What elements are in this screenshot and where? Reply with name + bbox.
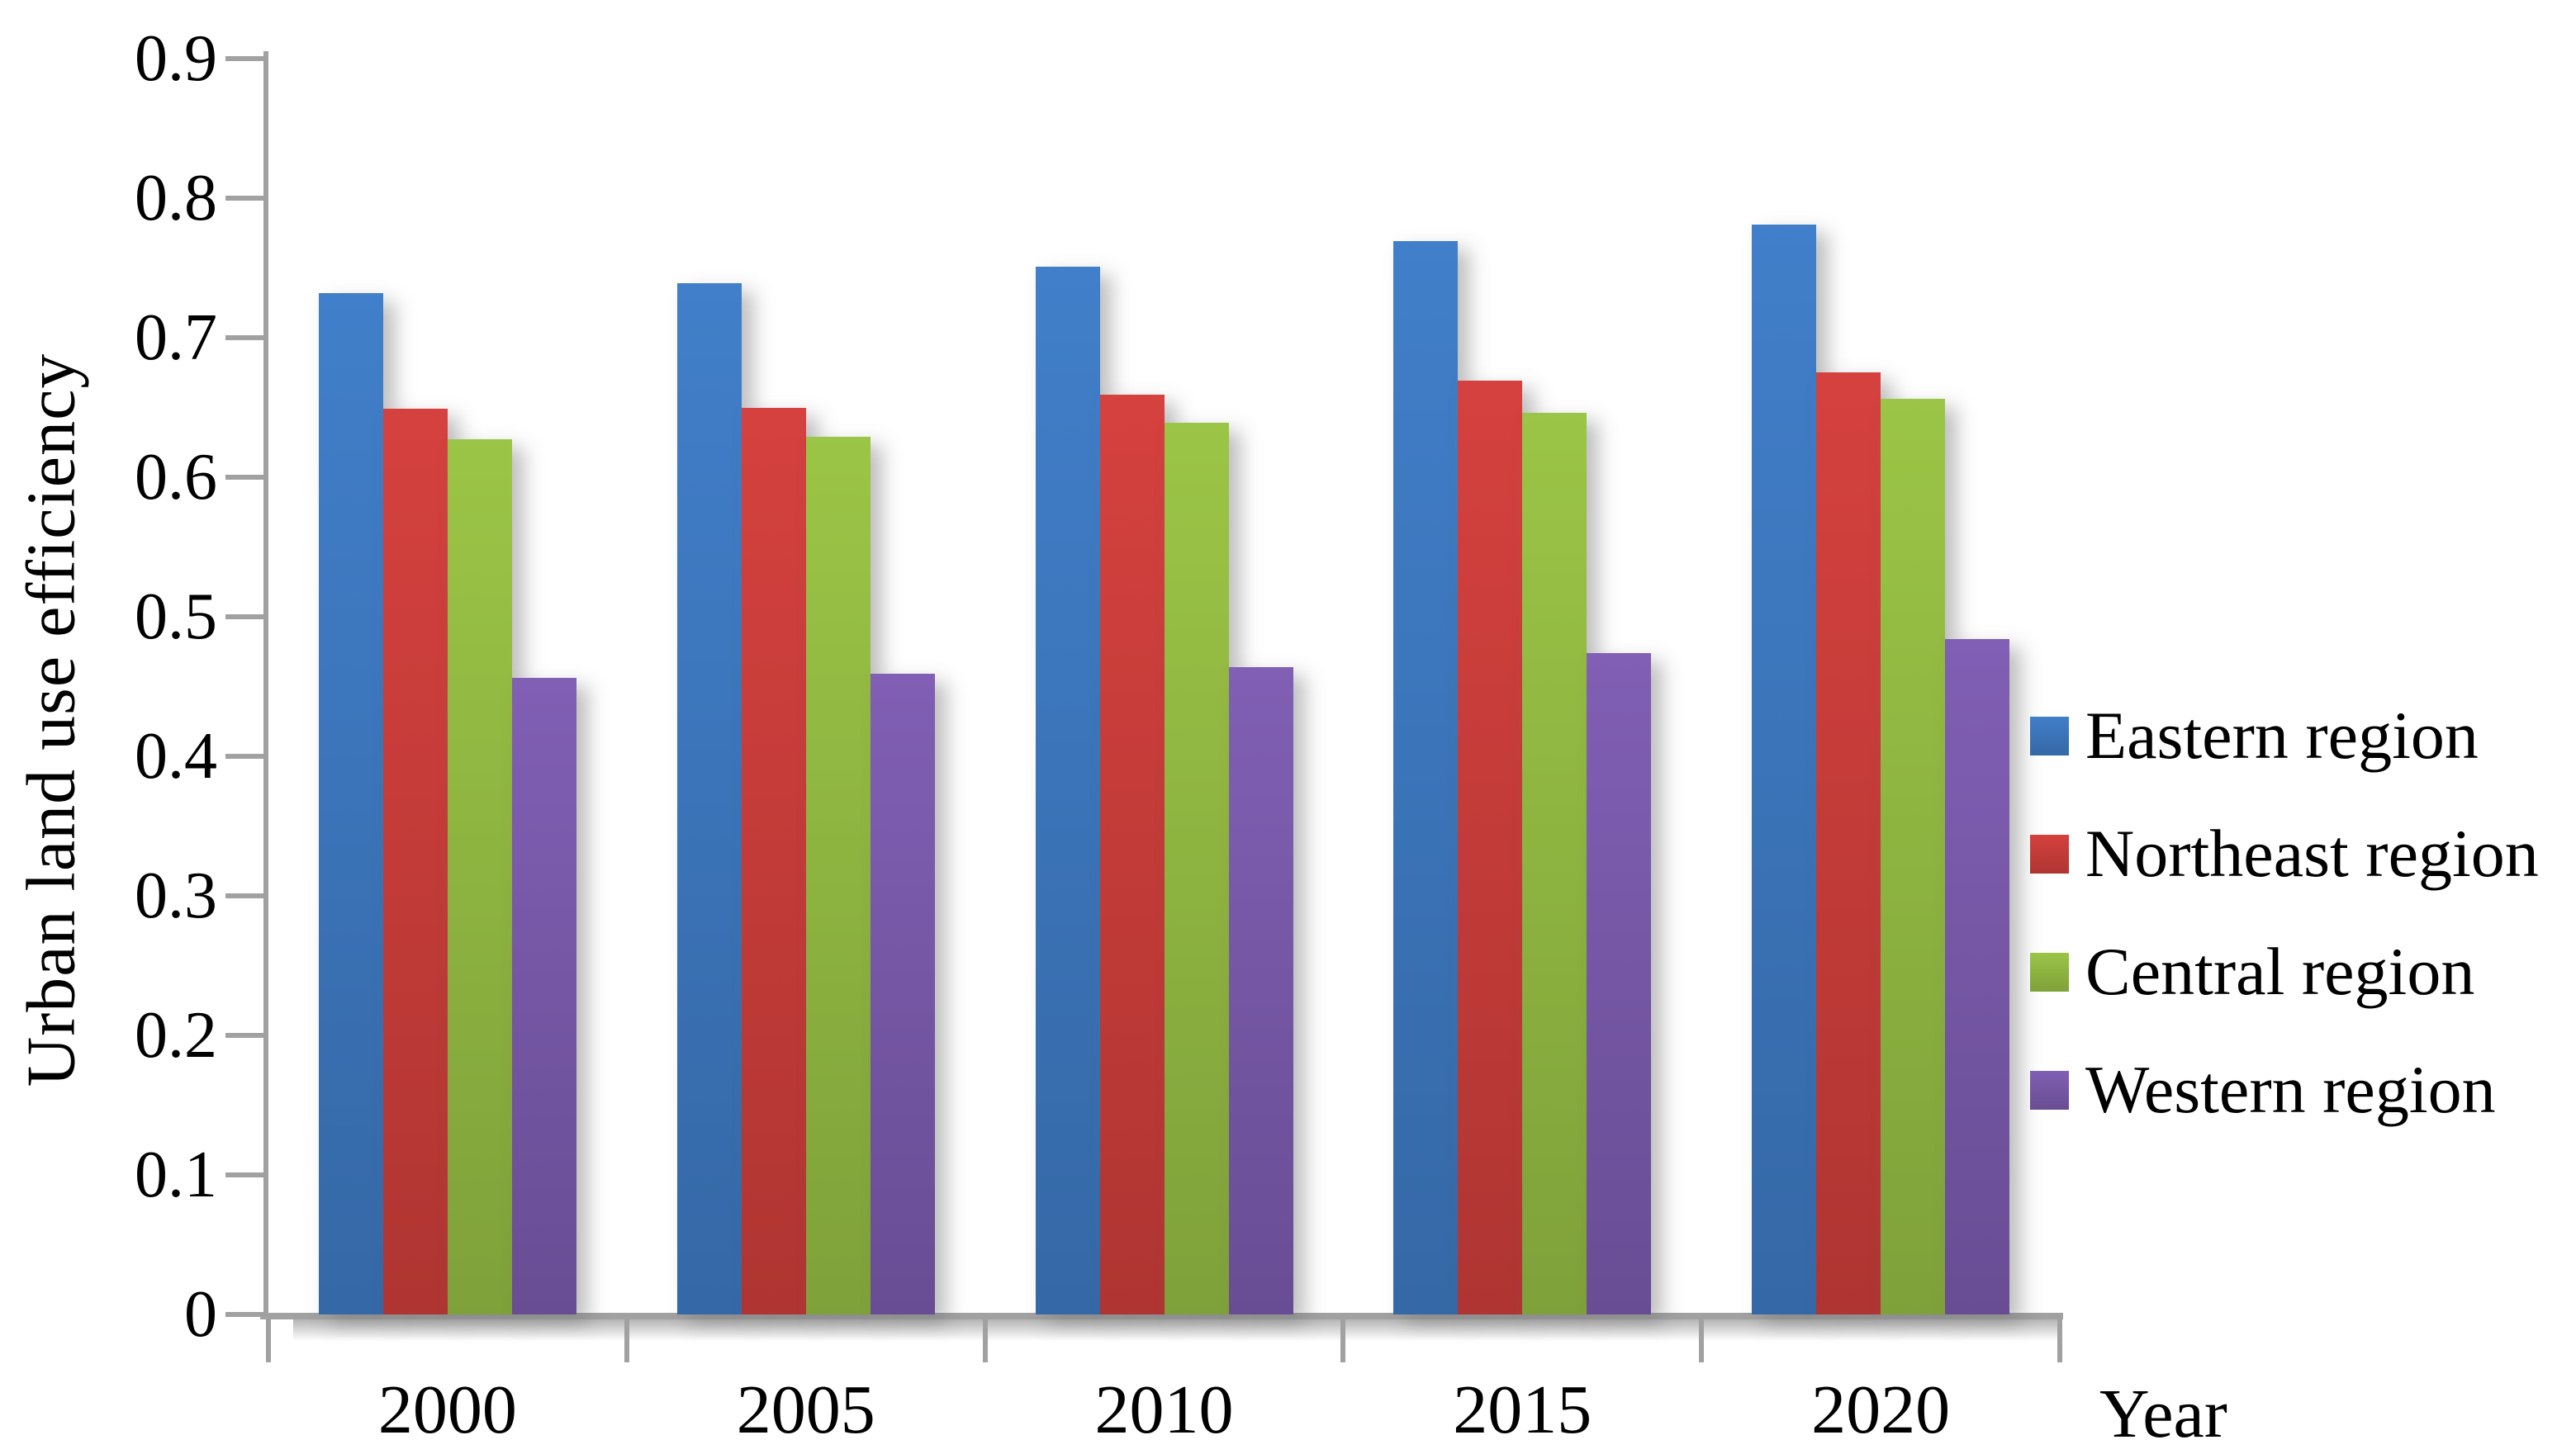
x-tick-label: 2010 xyxy=(1094,1371,1234,1448)
bar-northeast-region-2010 xyxy=(1099,395,1165,1314)
y-tick-label: 0.5 xyxy=(135,580,217,653)
legend-item: Western region xyxy=(2030,1052,2539,1128)
bar-central-region-2005 xyxy=(805,436,871,1314)
legend-swatch-icon xyxy=(2030,952,2069,992)
x-tick xyxy=(2057,1314,2062,1362)
y-tick xyxy=(225,893,268,898)
bar-eastern-region-2020 xyxy=(1752,225,1817,1314)
y-tick-label: 0.8 xyxy=(135,162,217,234)
y-tick xyxy=(225,1312,268,1317)
legend-swatch-icon xyxy=(2030,716,2069,755)
y-tick xyxy=(225,335,268,340)
bar-western-region-2005 xyxy=(870,674,935,1314)
y-tick-label: 0.3 xyxy=(135,860,217,932)
bar-eastern-region-2015 xyxy=(1393,241,1459,1314)
y-tick-label: 0.1 xyxy=(135,1139,217,1211)
bar-northeast-region-2000 xyxy=(382,409,448,1314)
legend-swatch-icon xyxy=(2030,1070,2069,1110)
y-tick-label: 0.9 xyxy=(135,22,217,95)
x-axis-title: Year xyxy=(2099,1376,2227,1452)
x-tick xyxy=(624,1314,629,1362)
bar-northeast-region-2015 xyxy=(1458,381,1523,1314)
x-axis-line xyxy=(260,1313,2063,1319)
bar-eastern-region-2010 xyxy=(1035,266,1100,1314)
x-tick xyxy=(1699,1314,1705,1362)
legend-label: Eastern region xyxy=(2085,698,2479,773)
bar-western-region-2020 xyxy=(1945,639,2010,1314)
bar-central-region-2015 xyxy=(1522,413,1587,1314)
legend-item: Central region xyxy=(2030,934,2539,1010)
y-axis-line xyxy=(263,51,268,1319)
bar-eastern-region-2000 xyxy=(318,292,383,1314)
bar-western-region-2015 xyxy=(1587,652,1652,1314)
x-tick-label: 2015 xyxy=(1453,1371,1592,1448)
x-tick-label: 2005 xyxy=(736,1371,875,1448)
bar-central-region-2010 xyxy=(1164,423,1229,1314)
x-tick xyxy=(266,1314,271,1362)
x-tick xyxy=(1340,1314,1346,1362)
legend: Eastern region Northeast region Central re… xyxy=(2030,698,2539,1170)
y-tick-label: 0.2 xyxy=(135,999,217,1072)
y-tick-label: 0 xyxy=(184,1278,217,1351)
y-tick xyxy=(225,614,268,619)
legend-item: Northeast region xyxy=(2030,816,2539,892)
bar-eastern-region-2005 xyxy=(676,283,742,1314)
bar-central-region-2000 xyxy=(447,439,512,1314)
x-tick xyxy=(982,1314,988,1362)
legend-swatch-icon xyxy=(2030,834,2069,874)
legend-label: Central region xyxy=(2085,934,2475,1009)
legend-item: Eastern region xyxy=(2030,698,2539,774)
y-tick xyxy=(225,475,268,480)
x-axis-shadow xyxy=(293,1319,2060,1341)
bar-western-region-2010 xyxy=(1228,666,1293,1314)
bar-northeast-region-2005 xyxy=(741,407,806,1314)
y-tick-label: 0.6 xyxy=(135,441,217,514)
bar-western-region-2000 xyxy=(511,678,576,1314)
y-tick-label: 0.4 xyxy=(135,720,217,793)
x-tick-label: 2000 xyxy=(377,1371,517,1448)
bar-northeast-region-2020 xyxy=(1816,372,1881,1314)
x-tick-label: 2020 xyxy=(1811,1371,1951,1448)
y-tick xyxy=(225,196,268,201)
legend-label: Western region xyxy=(2085,1052,2496,1127)
y-tick xyxy=(225,754,268,759)
y-tick xyxy=(225,1172,268,1177)
y-tick-label: 0.7 xyxy=(135,301,217,374)
y-tick xyxy=(225,1033,268,1038)
y-tick xyxy=(225,56,268,61)
bar-central-region-2020 xyxy=(1881,399,1946,1314)
legend-label: Northeast region xyxy=(2085,816,2539,891)
